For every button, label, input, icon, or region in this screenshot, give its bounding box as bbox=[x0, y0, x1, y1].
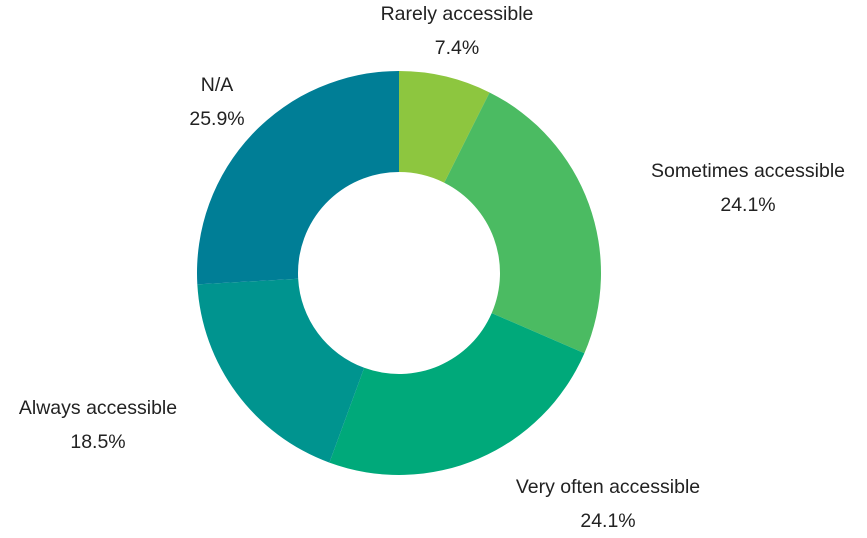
slice-always bbox=[197, 278, 365, 463]
slice-percent: 18.5% bbox=[70, 431, 126, 453]
slice-label-always: Always accessible 18.5% bbox=[19, 391, 177, 459]
slice-rarely bbox=[399, 71, 490, 183]
slice-name: Always accessible bbox=[18, 397, 178, 419]
slice-percent: 24.1% bbox=[580, 510, 636, 532]
slice-sometimes bbox=[444, 92, 601, 354]
slice-label-sometimes: Sometimes accessible 24.1% bbox=[651, 154, 845, 222]
slice-percent: 7.4% bbox=[434, 37, 480, 59]
slice-name: Sometimes accessible bbox=[651, 160, 845, 182]
slice-label-rarely: Rarely accessible 7.4% bbox=[381, 0, 534, 65]
slice-label-na: N/A 25.9% bbox=[189, 68, 244, 136]
slice-label-very-often: Very often accessible 24.1% bbox=[516, 470, 700, 538]
slice-percent: 24.1% bbox=[720, 194, 776, 216]
slice-name: Very often accessible bbox=[515, 476, 701, 498]
slice-name: N/A bbox=[200, 74, 234, 96]
slice-very-often bbox=[329, 313, 585, 475]
slice-percent: 25.9% bbox=[189, 108, 245, 130]
slice-na bbox=[197, 71, 399, 285]
slice-name: Rarely accessible bbox=[380, 3, 534, 25]
